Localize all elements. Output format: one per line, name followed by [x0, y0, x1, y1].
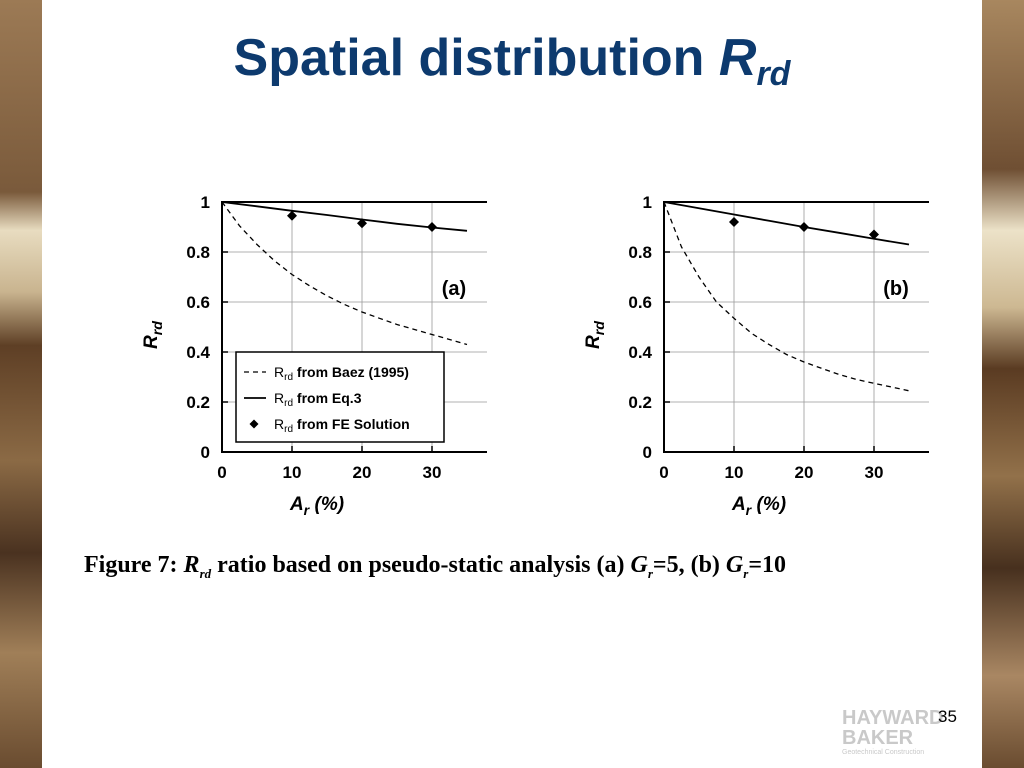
chart-a-x-axis-label: Ar (%)	[289, 494, 344, 515]
chart-b-y-tick-label: 0.2	[628, 393, 652, 412]
chart-b-baez-line	[663, 201, 910, 392]
chart-b-plot-frame	[663, 201, 929, 453]
caption-prefix: Figure 7:	[84, 552, 184, 578]
caption-gr-a-symbol: G	[630, 552, 648, 578]
caption-symbol-sub: rd	[199, 565, 212, 581]
chart-a-panel-label: (a)	[442, 278, 466, 300]
chart-b-x-axis-label-symbol: A	[731, 494, 746, 515]
chart-a-y-tick-label: 0.8	[186, 243, 210, 262]
chart-b-eq3-line	[663, 201, 910, 246]
title-symbol: R	[718, 29, 757, 87]
chart-a-legend-symbol: R	[274, 416, 284, 432]
chart-a-y-axis-label: Rrd	[141, 321, 166, 349]
background-left-strip	[0, 0, 42, 768]
chart-b-y-tick-label: 0.4	[628, 343, 652, 362]
chart-a-legend-label: Rrd from Eq.3	[274, 390, 362, 409]
caption-gr-a-value: =5, (b)	[652, 552, 726, 578]
chart-a-eq3-line	[221, 201, 468, 232]
title-text: Spatial distribution	[233, 29, 719, 87]
caption-gr-b-value: =10	[748, 552, 787, 578]
caption-gr-a-sub: r	[647, 565, 653, 581]
chart-a-y-tick-label: 0.6	[186, 293, 210, 312]
chart-b-fe-marker	[729, 217, 739, 227]
chart-a-legend-name: from Eq.3	[293, 390, 362, 406]
chart-b-fe-marker	[799, 222, 809, 232]
chart-a-fe-marker	[287, 210, 297, 221]
company-logo: HAYWARD BAKER Geotechnical Construction	[842, 708, 944, 757]
chart-a-baez-line	[221, 201, 468, 346]
caption-mid: ratio based on pseudo-static analysis (a…	[211, 552, 631, 578]
chart-a-legend-marker	[249, 419, 259, 429]
chart-a-fe-marker	[357, 218, 367, 229]
chart-b-x-tick-label: 0	[659, 463, 668, 482]
chart-b-y-axis-label-symbol: R	[583, 335, 604, 349]
chart-a-legend-name: from Baez (1995)	[293, 364, 409, 380]
chart-b-y-axis-label-sub: rd	[592, 321, 608, 336]
chart-b-x-tick-label: 20	[795, 463, 814, 482]
chart-a-legend-sub: rd	[284, 372, 293, 383]
chart-a-y-tick-label: 0.2	[186, 393, 210, 412]
logo-tagline: Geotechnical Construction	[842, 749, 925, 756]
chart-b-y-tick-label: 0	[643, 443, 652, 462]
chart-a-legend-label: Rrd from FE Solution	[274, 416, 410, 435]
chart-a-x-tick-label: 10	[283, 463, 302, 482]
chart-b-y-axis-label: Rrd	[583, 321, 608, 349]
logo-line2: BAKER	[842, 727, 914, 749]
chart-a-x-tick-label: 20	[353, 463, 372, 482]
chart-a-y-tick-label: 0.4	[186, 343, 210, 362]
figure-caption: Figure 7: Rrd ratio based on pseudo-stat…	[84, 552, 984, 582]
chart-a-legend-box	[235, 351, 445, 443]
background-right-strip	[982, 0, 1024, 768]
chart-b-panel-label: (b)	[883, 278, 909, 300]
chart-b-x-axis-label-sub: r	[746, 503, 753, 515]
chart-b-y-tick-label: 0.6	[628, 293, 652, 312]
chart-a-legend-label: Rrd from Baez (1995)	[274, 364, 409, 383]
chart-b-y-tick-label: 1	[643, 193, 652, 212]
chart-b-x-tick-label: 30	[865, 463, 884, 482]
page-number: 35	[938, 707, 957, 726]
chart-a-legend-sub: rd	[284, 398, 293, 409]
logo-line1: HAYWARD	[842, 707, 944, 729]
chart-a-legend-sub: rd	[284, 424, 293, 435]
chart-b-fe-marker	[869, 229, 879, 240]
caption-gr-b-sub: r	[743, 565, 749, 581]
caption-gr-b-symbol: G	[725, 552, 744, 578]
chart-a-legend-symbol: R	[274, 390, 284, 406]
chart-a-legend-name: from FE Solution	[293, 416, 410, 432]
chart-a-x-tick-label: 0	[217, 463, 226, 482]
chart-a-legend-symbol: R	[274, 364, 284, 380]
title-subscript: rd	[756, 55, 791, 93]
chart-a-x-axis-label-unit: (%)	[309, 494, 344, 515]
chart-b-x-axis-label: Ar (%)	[731, 494, 786, 515]
chart-b-x-tick-label: 10	[725, 463, 744, 482]
chart-a-y-tick-label: 1	[201, 193, 210, 212]
chart-b-y-tick-label: 0.8	[628, 243, 652, 262]
caption-symbol: R	[183, 552, 200, 578]
chart-a-fe-marker	[427, 222, 437, 232]
chart-a-y-tick-label: 0	[201, 443, 210, 462]
slide: Spatial distribution Rrd 01020304000.20.…	[42, 0, 982, 768]
chart-a-y-axis-label-sub: rd	[150, 321, 166, 336]
chart-a-y-axis-label-symbol: R	[141, 335, 162, 349]
chart-a-x-axis-label-symbol: A	[289, 494, 304, 515]
chart-a-x-axis-label-sub: r	[304, 503, 311, 515]
slide-title: Spatial distribution Rrd	[42, 28, 982, 94]
chart-b-x-axis-label-unit: (%)	[751, 494, 786, 515]
chart-a-x-tick-label: 30	[423, 463, 442, 482]
